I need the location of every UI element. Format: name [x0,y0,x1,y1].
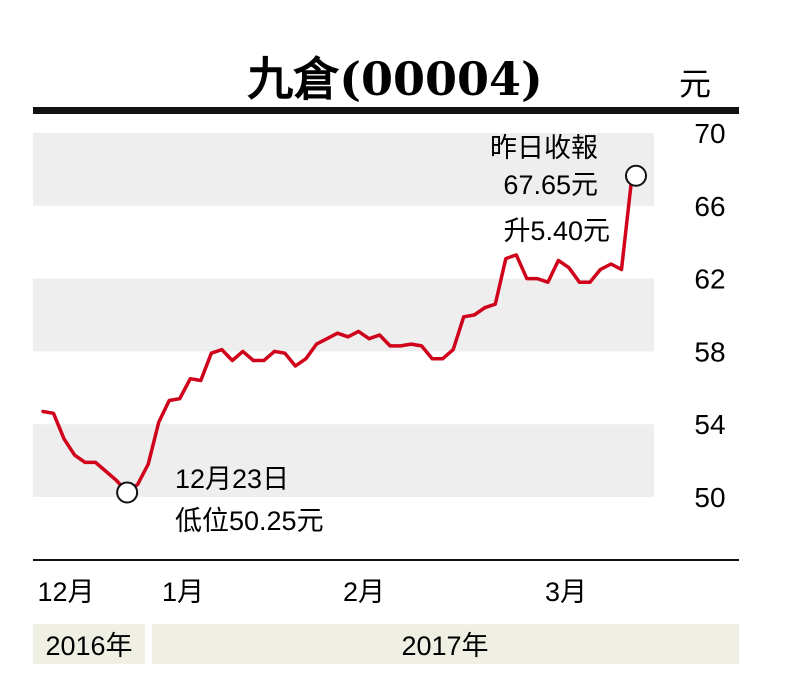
y-tick-label: 50 [694,482,725,513]
year-label-2017: 2017年 [401,631,488,661]
low-point-marker [116,481,139,504]
title-rule [33,107,739,114]
grid-band [33,278,654,352]
low-annotation-value: 低位50.25元 [175,506,324,536]
close-annotation-title: 昨日收報 [490,133,598,163]
year-band-2016 [33,624,145,664]
chart-title: 九倉(00004) [247,52,543,106]
x-axis-line [33,559,739,561]
y-tick-label: 58 [694,336,725,367]
year-band-2017 [152,624,739,664]
y-axis-ticks: 70 66 62 58 54 50 [694,118,725,513]
close-annotation-change: 升5.40元 [503,216,610,246]
y-tick-label: 62 [694,264,725,295]
x-tick-label: 3月 [545,577,587,607]
grid-band [33,133,654,206]
y-tick-label: 66 [694,191,725,222]
y-tick-label: 54 [694,409,725,440]
grid-bands [33,133,654,497]
low-annotation-date: 12月23日 [175,464,289,494]
close-annotation-value: 67.65元 [503,170,598,200]
price-line [41,174,634,495]
x-tick-label: 12月 [37,577,94,607]
unit-label: 元 [679,66,711,102]
year-label-2016: 2016年 [45,631,132,661]
x-tick-label: 1月 [162,577,204,607]
close-point-marker [625,164,647,187]
y-tick-label: 70 [694,118,725,149]
x-tick-label: 2月 [343,577,385,607]
